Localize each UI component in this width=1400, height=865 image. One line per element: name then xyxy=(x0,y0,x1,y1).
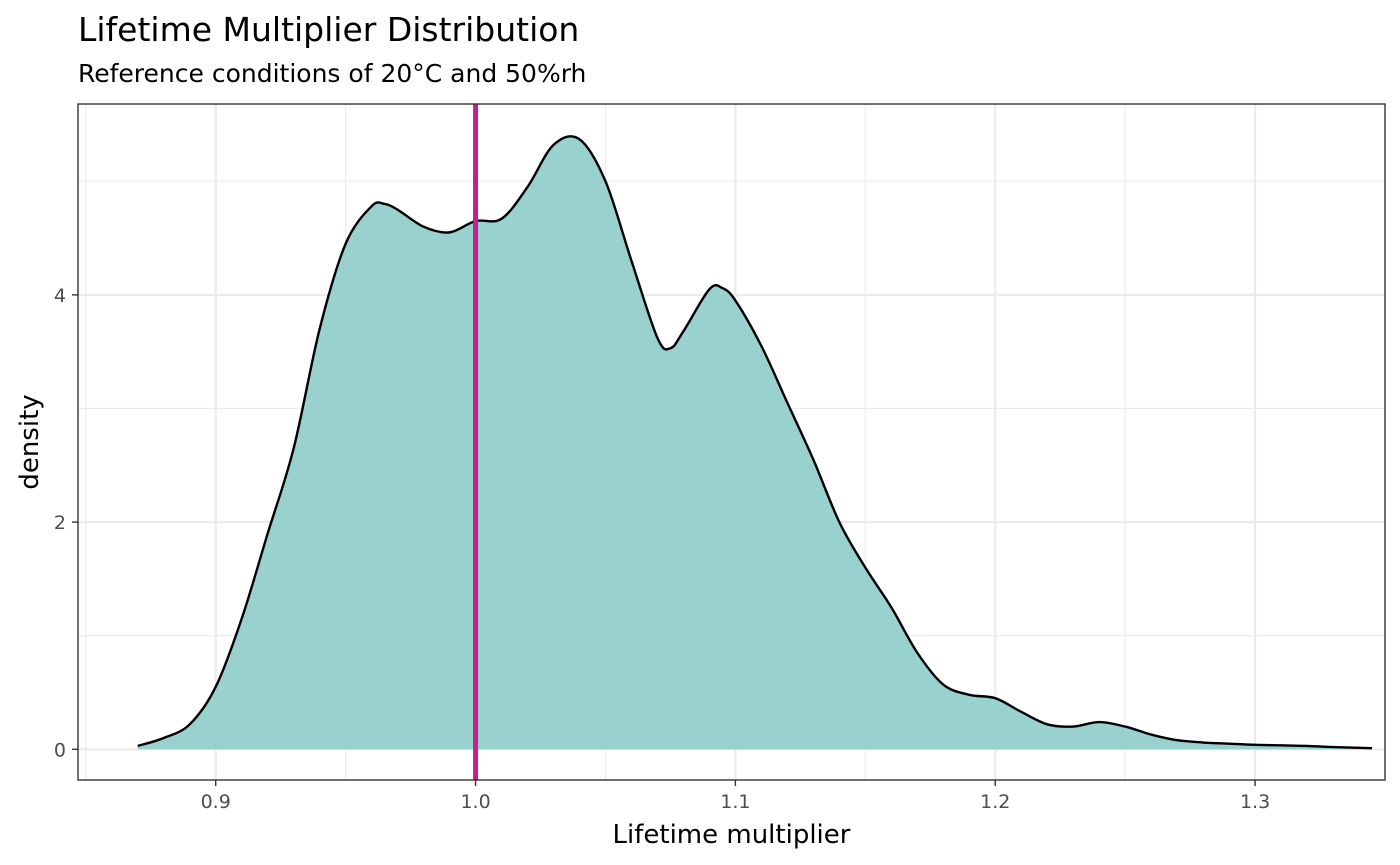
density-outline xyxy=(137,135,1373,750)
y-tick-label: 2 xyxy=(54,512,66,534)
x-axis: 0.9 1.0 1.1 1.2 1.3 xyxy=(201,780,1270,813)
x-tick-label: 1.1 xyxy=(720,791,750,813)
x-tick-label: 1.2 xyxy=(980,791,1010,813)
chart-title: Lifetime Multiplier Distribution xyxy=(78,10,579,49)
y-tick-label: 0 xyxy=(54,739,66,761)
x-tick-label: 1.3 xyxy=(1240,791,1270,813)
y-tick-label: 4 xyxy=(54,285,66,307)
density-area xyxy=(137,136,1373,750)
panel-border xyxy=(77,103,1386,781)
x-axis-title: Lifetime multiplier xyxy=(613,820,851,850)
y-axis: 0 2 4 xyxy=(54,285,78,761)
y-axis-title: density xyxy=(15,394,45,489)
x-tick-label: 1.0 xyxy=(460,791,490,813)
chart-subtitle: Reference conditions of 20°C and 50%rh xyxy=(78,59,586,88)
x-tick-label: 0.9 xyxy=(201,791,231,813)
